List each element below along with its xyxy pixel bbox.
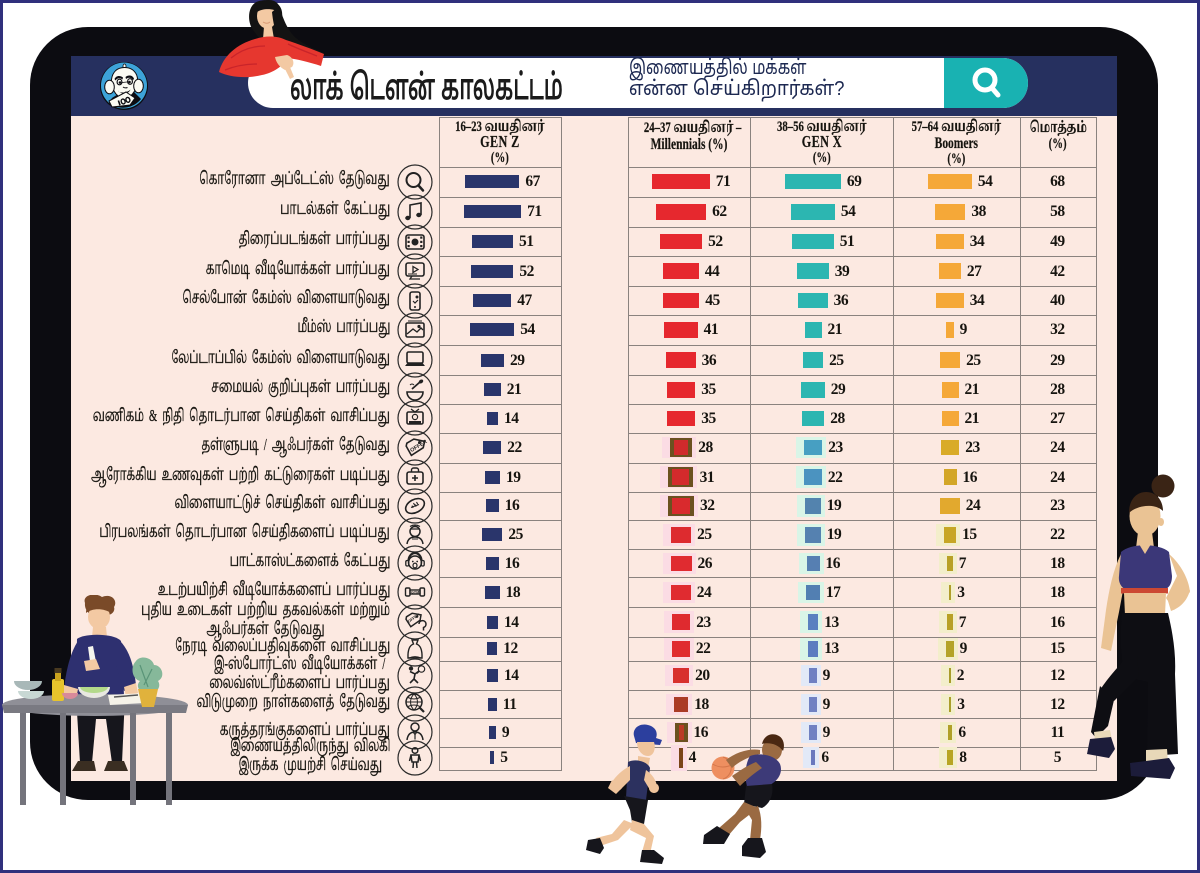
svg-text:GYM: GYM <box>411 591 419 595</box>
svg-text:OFFER: OFFER <box>407 612 421 624</box>
